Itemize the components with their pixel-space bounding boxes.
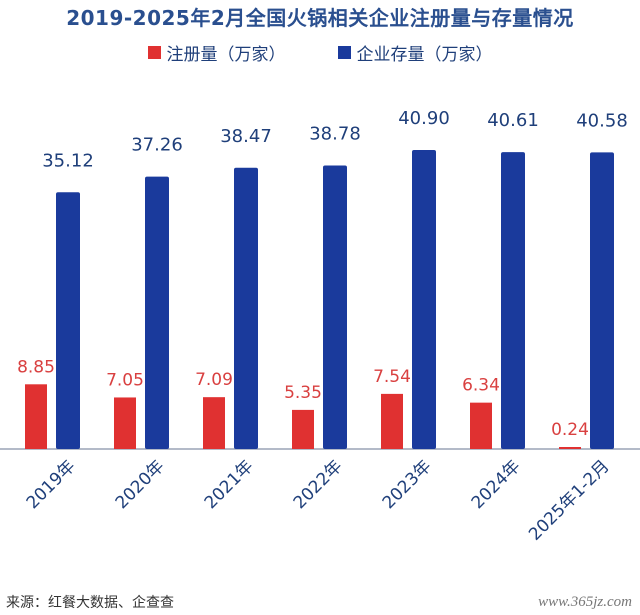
- bar-registrations-6: [559, 447, 581, 449]
- label-registrations-6: 0.24: [551, 420, 589, 440]
- legend: 注册量（万家） 企业存量（万家）: [0, 40, 640, 65]
- label-stock-4: 40.90: [398, 108, 450, 129]
- x-tick-label-1: 2020年: [112, 456, 169, 513]
- label-registrations-2: 7.09: [195, 370, 233, 390]
- legend-label-registrations: 注册量（万家）: [166, 45, 286, 65]
- label-stock-2: 38.47: [220, 126, 272, 147]
- x-tick-label-5: 2024年: [468, 456, 525, 513]
- label-registrations-0: 8.85: [17, 357, 55, 377]
- x-tick-label-0: 2019年: [23, 456, 80, 513]
- label-stock-3: 38.78: [309, 123, 361, 144]
- bar-stock-4: [412, 150, 436, 449]
- legend-item-stock: 企业存量（万家）: [337, 40, 493, 65]
- legend-swatch-registrations: [147, 46, 161, 59]
- label-registrations-4: 7.54: [373, 367, 411, 387]
- label-stock-1: 37.26: [131, 135, 183, 156]
- x-tick-label-3: 2022年: [290, 456, 347, 513]
- bar-stock-6: [590, 152, 614, 450]
- watermark: www.365jz.com: [538, 594, 632, 610]
- x-tick-label-4: 2023年: [379, 456, 436, 513]
- x-tick-label-6: 2025年1-2月: [525, 456, 613, 544]
- bar-registrations-2: [203, 397, 225, 449]
- legend-label-stock: 企业存量（万家）: [356, 45, 493, 65]
- bar-registrations-5: [470, 402, 492, 449]
- bar-registrations-4: [381, 393, 403, 449]
- label-stock-5: 40.61: [487, 110, 539, 131]
- bar-registrations-0: [25, 384, 47, 449]
- x-tick-label-2: 2021年: [201, 456, 258, 513]
- label-registrations-3: 5.35: [284, 383, 322, 403]
- bar-stock-5: [501, 152, 525, 449]
- chart-title: 2019-2025年2月全国火锅相关企业注册量与存量情况: [66, 6, 574, 30]
- bar-stock-3: [323, 165, 347, 449]
- label-registrations-5: 6.34: [462, 376, 500, 396]
- legend-swatch-stock: [337, 46, 351, 59]
- bar-registrations-3: [292, 409, 314, 449]
- bar-registrations-1: [114, 397, 136, 449]
- source-note: 来源：红餐大数据、企查查: [6, 595, 174, 611]
- bar-stock-0: [56, 192, 80, 449]
- bar-stock-2: [234, 167, 258, 450]
- legend-item-registrations: 注册量（万家）: [147, 40, 286, 65]
- bar-stock-1: [145, 176, 169, 449]
- label-registrations-1: 7.05: [106, 370, 144, 390]
- label-stock-6: 40.58: [576, 110, 628, 131]
- label-stock-0: 35.12: [42, 150, 94, 171]
